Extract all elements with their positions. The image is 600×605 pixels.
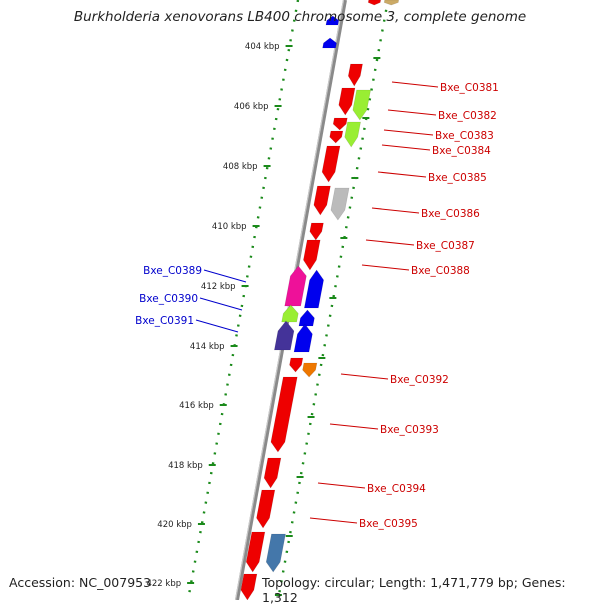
gene-label-forward: Bxe_C0394	[367, 483, 426, 495]
gene-arrow-c0386	[313, 185, 331, 216]
label-leader-forward	[381, 144, 431, 151]
accession-text: Accession: NC_007953	[9, 575, 152, 590]
gene-label-forward: Bxe_C0384	[432, 145, 491, 157]
label-leader-forward	[329, 423, 379, 430]
scale-label: 406 kbp	[234, 102, 269, 112]
gene-arrow-c0391	[293, 323, 313, 353]
outer-scale-rail	[276, 0, 390, 600]
gene-label-forward: Bxe_C0387	[416, 240, 475, 252]
label-leader-forward	[371, 207, 420, 214]
gene-arrow-c0387	[309, 222, 324, 241]
gene-arrow-c0391-purple	[274, 320, 295, 351]
label-leader-forward	[391, 81, 439, 88]
gene-arrow-c0382	[338, 87, 356, 116]
gene-label-forward: Bxe_C0388	[411, 265, 470, 277]
label-leader-reverse	[195, 319, 239, 333]
gene-arrow-c0384-b	[329, 130, 344, 144]
gene-label-forward: Bxe_C0383	[435, 130, 494, 142]
scale-label: 420 kbp	[157, 520, 192, 530]
gene-arrow-c0386-b	[330, 187, 350, 221]
gene-label-forward: Bxe_C0381	[440, 82, 499, 94]
label-leader-forward	[383, 129, 434, 136]
gene-arrow-c0388	[303, 239, 321, 271]
gene-arrow-c0392-b	[289, 357, 304, 373]
gene-label-forward: Bxe_C0395	[359, 518, 418, 530]
gene-arrow-c0390-lime	[281, 304, 299, 323]
gene-arrow-c0385	[321, 145, 341, 183]
gene-arrow-top-red	[367, 0, 381, 6]
label-leader-reverse	[203, 269, 247, 283]
scale-label: 414 kbp	[190, 342, 225, 352]
gene-label-reverse: Bxe_C0391	[135, 315, 194, 327]
label-leader-forward	[377, 171, 427, 178]
gene-arrow-c0389	[303, 269, 324, 309]
gene-label-forward: Bxe_C0386	[421, 208, 480, 220]
label-leader-forward	[309, 517, 358, 524]
gene-arrow-c0382-b	[352, 89, 371, 121]
scale-label: 416 kbp	[179, 401, 214, 411]
label-leader-reverse	[199, 297, 243, 311]
scale-label: 410 kbp	[212, 222, 247, 232]
label-leader-forward	[365, 239, 415, 246]
gene-arrow-c0394	[263, 457, 282, 489]
gene-arrow-c0390	[298, 309, 315, 327]
gene-label-forward: Bxe_C0393	[380, 424, 439, 436]
inner-scale-rail	[186, 0, 300, 600]
gene-arrow-top-tan	[383, 0, 399, 6]
scale-label: 404 kbp	[245, 42, 280, 52]
label-leader-forward	[317, 482, 366, 489]
gene-arrow-c0383	[332, 117, 348, 131]
scale-label: 412 kbp	[201, 282, 236, 292]
gene-arrow-c0396-b	[265, 533, 286, 573]
gene-label-reverse: Bxe_C0390	[139, 293, 198, 305]
gene-arrow-c0397	[240, 573, 258, 600]
map-title: Burkholderia xenovorans LB400 chromosome…	[73, 9, 527, 25]
gene-label-forward: Bxe_C0385	[428, 172, 487, 184]
gene-arrow-top-blue-2	[322, 37, 337, 49]
gene-label-forward: Bxe_C0382	[438, 110, 497, 122]
gene-arrow-c0392	[302, 362, 318, 378]
gene-arrow-c0384	[344, 121, 361, 148]
gene-label-forward: Bxe_C0392	[390, 374, 449, 386]
gene-arrow-c0381	[347, 63, 363, 87]
gene-arrow-c0396	[245, 531, 266, 573]
gene-arrow-c0395	[256, 489, 276, 529]
label-leader-forward	[387, 109, 437, 116]
gene-arrow-c0389-pink	[284, 265, 307, 307]
topology-text: Topology: circular; Length: 1,471,779 bp…	[262, 575, 566, 605]
gene-label-reverse: Bxe_C0389	[143, 265, 202, 277]
gene-arrow-top-blue	[325, 15, 340, 26]
scale-label: 422 kbp	[146, 579, 181, 589]
label-leader-forward	[361, 264, 410, 271]
scale-label: 418 kbp	[168, 461, 203, 471]
gene-arrow-c0393	[270, 376, 298, 453]
label-leader-forward	[340, 373, 389, 380]
scale-label: 408 kbp	[223, 162, 258, 172]
